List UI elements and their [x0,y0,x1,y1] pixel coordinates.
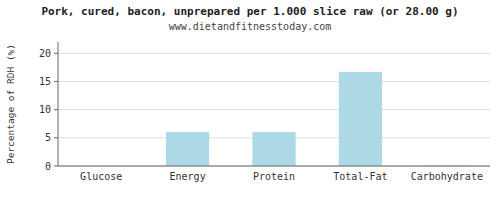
grid-line [58,109,490,110]
grid-line [58,53,490,54]
y-tick-label: 20 [39,48,51,59]
x-axis [58,166,490,167]
x-tick-label: Carbohydrate [411,171,483,182]
bar [166,132,209,166]
chart: 0 5 10 15 20 Glucose Energy Protein Total-Fat Car… [0,0,500,200]
y-tick [54,109,58,110]
y-tick-label: 10 [39,104,51,115]
y-axis-label: Percentage of RDH (%) [5,44,16,164]
x-tick-label: Glucose [80,171,122,182]
y-tick [54,137,58,138]
x-tick-label: Protein [253,171,295,182]
x-tick-label: Total-Fat [333,171,387,182]
y-tick-label: 5 [45,132,51,143]
grid-line [58,81,490,82]
title: Pork, cured, bacon, unprepared per 1.000… [41,5,458,18]
y-tick [54,166,58,167]
subtitle: www.dietandfitnesstoday.com [169,21,332,32]
y-tick-label: 0 [45,161,51,172]
y-tick-label: 15 [39,76,51,87]
grid-line [58,166,490,167]
x-tick-label: Energy [170,171,206,182]
y-tick [54,81,58,82]
y-axis [58,42,59,166]
bar [252,132,295,166]
bars [166,72,468,166]
y-tick [54,53,58,54]
bar [339,72,382,166]
